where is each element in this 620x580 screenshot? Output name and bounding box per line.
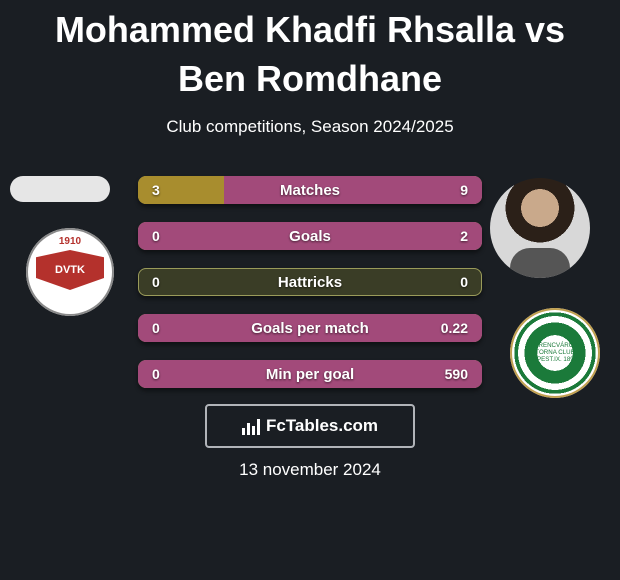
stat-value-left: 0 xyxy=(152,360,160,388)
stat-value-right: 9 xyxy=(460,176,468,204)
club-right-badge xyxy=(510,308,600,398)
stat-row: Hattricks0 0 xyxy=(138,268,482,296)
stat-label: Goals xyxy=(138,222,482,250)
stat-row: Goals0 2 xyxy=(138,222,482,250)
stat-label: Matches xyxy=(138,176,482,204)
stat-value-right: 0 xyxy=(460,268,468,296)
stat-value-left: 0 xyxy=(152,222,160,250)
stat-row: Goals per match0 0.22 xyxy=(138,314,482,342)
stat-row: Matches3 9 xyxy=(138,176,482,204)
watermark-text: FcTables.com xyxy=(266,416,378,436)
stats-bars: Matches39Goals02Hattricks00Goals per mat… xyxy=(138,176,482,406)
club-left-badge xyxy=(20,228,120,316)
stat-value-left: 0 xyxy=(152,314,160,342)
stat-value-right: 590 xyxy=(445,360,468,388)
stat-value-right: 0.22 xyxy=(441,314,468,342)
watermark: FcTables.com xyxy=(205,404,415,448)
player-left-avatar xyxy=(10,176,110,202)
date: 13 november 2024 xyxy=(0,460,620,480)
stat-value-left: 3 xyxy=(152,176,160,204)
player-right-avatar xyxy=(490,178,590,278)
bars-icon xyxy=(242,417,260,435)
stat-label: Min per goal xyxy=(138,360,482,388)
stat-value-left: 0 xyxy=(152,268,160,296)
stat-label: Goals per match xyxy=(138,314,482,342)
stat-value-right: 2 xyxy=(460,222,468,250)
stat-row: Min per goal0 590 xyxy=(138,360,482,388)
subtitle: Club competitions, Season 2024/2025 xyxy=(0,117,620,137)
page-title: Mohammed Khadfi Rhsalla vs Ben Romdhane xyxy=(0,0,620,103)
stat-label: Hattricks xyxy=(138,268,482,296)
